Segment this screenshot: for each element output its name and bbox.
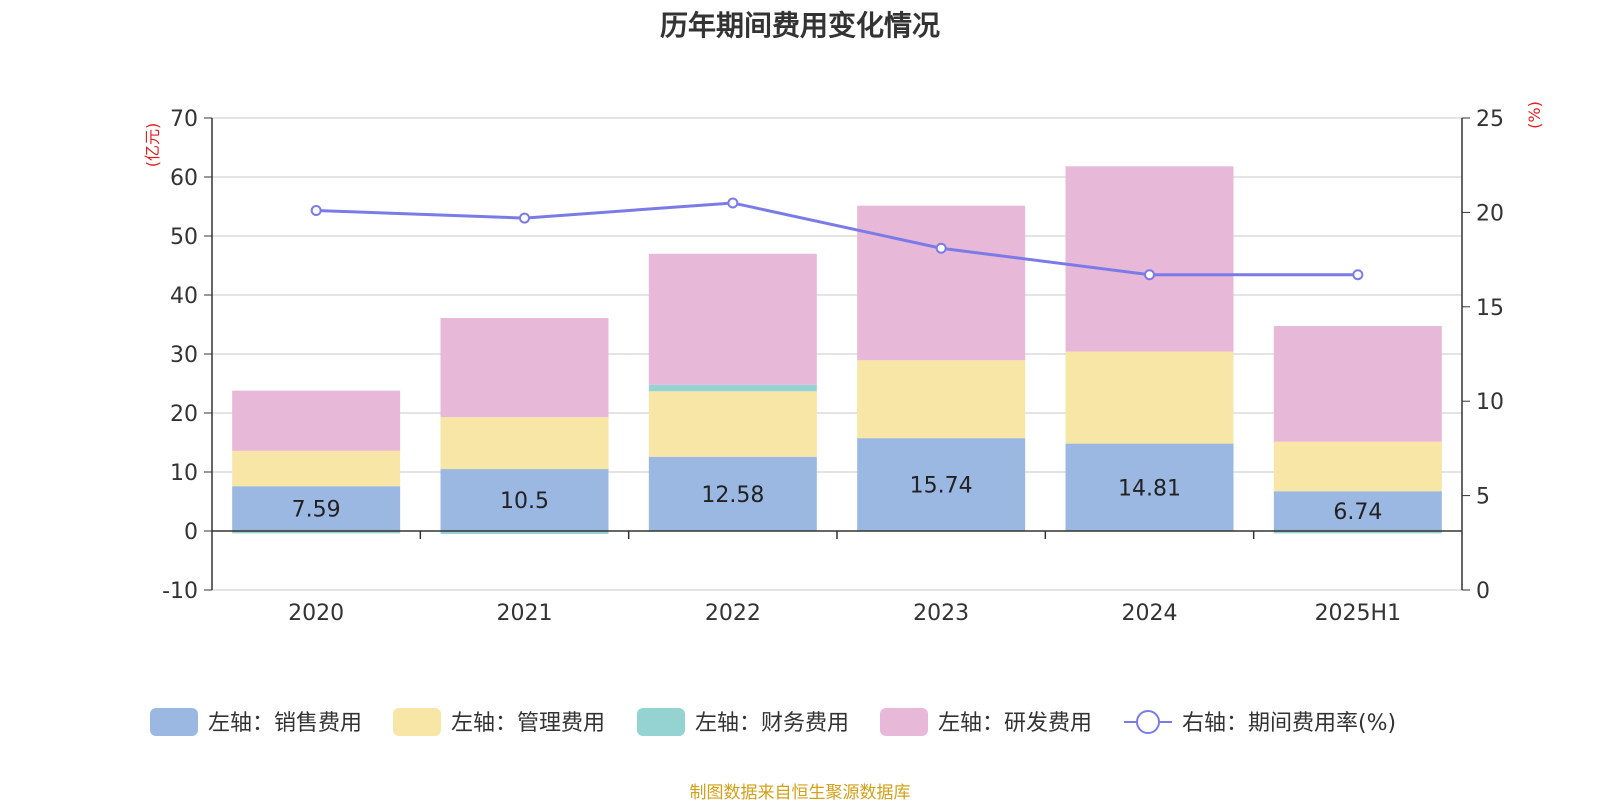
data-label: 10.5 (500, 489, 549, 514)
legend-swatch (393, 708, 441, 736)
bar-左轴：销售费用-2025H1 (1273, 491, 1442, 531)
legend-label: 右轴：期间费用率(%) (1182, 711, 1396, 736)
line-point (1144, 269, 1155, 281)
bar-左轴：销售费用-2024 (1065, 443, 1234, 531)
chart-title: 历年期间费用变化情况 (659, 9, 940, 42)
line-point (935, 242, 947, 254)
x-tick-label: 2025H1 (1315, 601, 1402, 626)
x-tick-label: 2022 (705, 601, 761, 626)
left-tick-label: 0 (184, 520, 198, 545)
left-tick-label: 30 (170, 343, 198, 368)
line-layer (310, 197, 1364, 281)
source-note: 制图数据来自恒生聚源数据库 (689, 783, 911, 803)
right-tick-label: 20 (1476, 201, 1504, 226)
data-label: 14.81 (1118, 476, 1181, 501)
legend-swatch (637, 708, 685, 736)
bar-左轴：财务费用-2025H1 (1273, 531, 1442, 534)
bar-左轴：销售费用-2023 (857, 438, 1026, 531)
bar-layer (232, 166, 1442, 534)
right-tick-label: 5 (1476, 485, 1490, 510)
bar-左轴：管理费用-2024 (1065, 351, 1234, 444)
right-tick-label: 15 (1476, 296, 1504, 321)
data-label: 7.59 (292, 498, 341, 523)
data-label: 12.58 (701, 483, 764, 508)
right-tick-label: 0 (1476, 579, 1490, 604)
x-tick-label: 2021 (497, 601, 553, 626)
left-tick-label: 70 (170, 107, 198, 132)
bar-左轴：财务费用-2021 (440, 531, 609, 534)
left-tick-label: 50 (170, 225, 198, 250)
x-tick-label: 2023 (913, 601, 969, 626)
legend-swatch (880, 708, 928, 736)
legend-label: 左轴：管理费用 (451, 711, 605, 736)
bar-左轴：销售费用-2022 (648, 456, 817, 531)
bar-左轴：销售费用-2020 (232, 486, 401, 531)
legend: 左轴：销售费用 左轴：管理费用 左轴：财务费用 左轴：研发费用 右轴：期间费用率(%) (150, 708, 1396, 736)
bar-左轴：财务费用-2022 (648, 384, 817, 392)
legend-label: 左轴：财务费用 (695, 711, 849, 736)
left-tick-label: 40 (170, 284, 198, 309)
left-tick-label: 20 (170, 402, 198, 427)
right-axis-unit: (%) (1525, 101, 1544, 129)
bar-左轴：财务费用-2020 (232, 531, 401, 534)
left-tick-label: 60 (170, 166, 198, 191)
bar-左轴：研发费用-2025H1 (1273, 326, 1442, 442)
bar-左轴：研发费用-2020 (232, 390, 401, 451)
line-point (310, 205, 322, 217)
x-tick-label: 2024 (1122, 601, 1178, 626)
left-axis-unit: (亿元) (143, 123, 162, 168)
bar-左轴：管理费用-2022 (648, 391, 817, 457)
bar-左轴：管理费用-2025H1 (1273, 441, 1442, 492)
bar-左轴：管理费用-2021 (440, 417, 609, 470)
x-tick-label: 2020 (288, 601, 344, 626)
left-tick-label: -10 (162, 579, 198, 604)
line-point (519, 212, 530, 224)
bar-左轴：管理费用-2020 (232, 450, 401, 487)
series-line (316, 201, 1358, 277)
data-label: 6.74 (1333, 500, 1382, 525)
bar-左轴：研发费用-2021 (440, 318, 609, 418)
bar-左轴：研发费用-2023 (857, 205, 1026, 361)
data-labels: 7.59 10.5 12.58 15.74 14.81 6.74 (292, 474, 1383, 526)
bar-左轴：研发费用-2022 (648, 253, 817, 385)
data-label: 15.74 (910, 474, 973, 499)
bar-左轴：管理费用-2023 (857, 360, 1026, 439)
left-tick-label: 10 (170, 461, 198, 486)
line-point (727, 197, 739, 209)
legend-label: 左轴：研发费用 (938, 711, 1092, 736)
bar-左轴：研发费用-2024 (1065, 166, 1234, 352)
legend-label: 左轴：销售费用 (208, 711, 362, 736)
legend-marker (1136, 710, 1160, 734)
bar-左轴：销售费用-2021 (440, 469, 609, 531)
right-tick-label: 25 (1476, 107, 1504, 132)
right-tick-label: 10 (1476, 390, 1504, 415)
legend-swatch (150, 708, 198, 736)
line-point (1352, 269, 1364, 281)
